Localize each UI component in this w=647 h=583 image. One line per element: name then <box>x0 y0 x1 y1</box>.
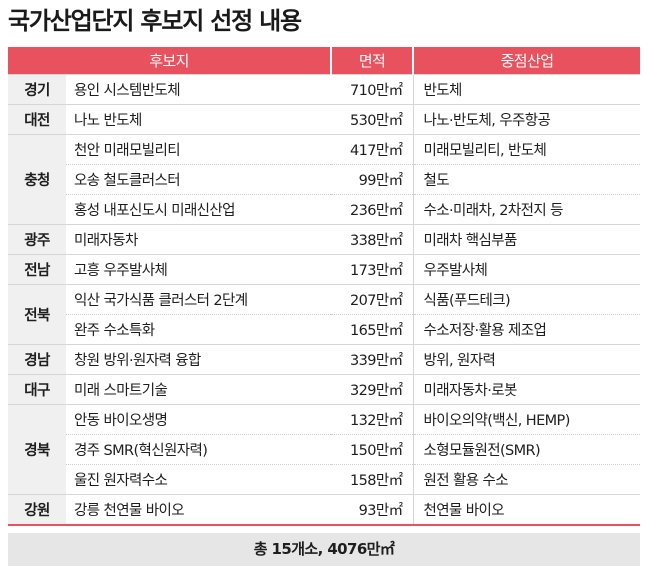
region-cell: 경남 <box>8 344 66 375</box>
site-industry-cell: 미래차 핵심부품 <box>413 224 641 255</box>
table-row: 울진 원자력수소 158만㎡ 원전 활용 수소 <box>8 464 641 495</box>
table-row: 경북 안동 바이오생명 132만㎡ 바이오의약(백신, HEMP) <box>8 404 641 495</box>
region-cell: 대구 <box>8 374 66 405</box>
region-cell: 전남 <box>8 254 66 285</box>
site-area-cell: 329만㎡ <box>331 374 414 405</box>
region-cell: 대전 <box>8 104 66 135</box>
site-area-cell: 99만㎡ <box>331 164 414 195</box>
site-name-cell: 미래자동차 <box>66 224 332 255</box>
table-row: 경주 SMR(혁신원자력) 150만㎡ 소형모듈원전(SMR) <box>8 434 641 465</box>
region-cell: 전북 <box>8 284 66 345</box>
table-row: 완주 수소특화 165만㎡ 수소저장·활용 제조업 <box>8 314 641 345</box>
table-row: 충청 천안 미래모빌리티 417만㎡ 미래모빌리티, 반도체 <box>8 134 641 225</box>
site-name-cell: 강릉 천연물 바이오 <box>66 494 332 526</box>
table-row: 강원 강릉 천연물 바이오 93만㎡ 천연물 바이오 <box>8 494 641 526</box>
site-industry-cell: 미래모빌리티, 반도체 <box>413 134 641 165</box>
site-industry-cell: 원전 활용 수소 <box>413 464 641 495</box>
site-name-cell: 경주 SMR(혁신원자력) <box>66 434 332 465</box>
site-industry-cell: 미래자동차·로봇 <box>413 374 641 405</box>
site-name-cell: 고흥 우주발사체 <box>66 254 332 285</box>
table-row: 전남 고흥 우주발사체 173만㎡ 우주발사체 <box>8 254 641 285</box>
header-candidate: 후보지 <box>8 47 332 75</box>
table-row: 광주 미래자동차 338만㎡ 미래차 핵심부품 <box>8 224 641 255</box>
site-area-cell: 417만㎡ <box>331 134 414 165</box>
site-name-cell: 완주 수소특화 <box>66 314 332 345</box>
site-area-cell: 236만㎡ <box>331 194 414 225</box>
page-title: 국가산업단지 후보지 선정 내용 <box>8 7 302 35</box>
site-area-cell: 530만㎡ <box>331 104 414 135</box>
site-name-cell: 창원 방위·원자력 융합 <box>66 344 332 375</box>
header-industry: 중점산업 <box>412 47 641 75</box>
site-industry-cell: 천연물 바이오 <box>413 494 641 526</box>
table-row: 경남 창원 방위·원자력 융합 339만㎡ 방위, 원자력 <box>8 344 641 375</box>
region-cell: 광주 <box>8 224 66 255</box>
table-row: 대구 미래 스마트기술 329만㎡ 미래자동차·로봇 <box>8 374 641 405</box>
site-area-cell: 132만㎡ <box>331 404 414 435</box>
table-row: 홍성 내포신도시 미래신산업 236만㎡ 수소·미래차, 2차전지 등 <box>8 194 641 225</box>
site-area-cell: 338만㎡ <box>331 224 414 255</box>
site-industry-cell: 방위, 원자력 <box>413 344 641 375</box>
site-area-cell: 173만㎡ <box>331 254 414 285</box>
site-name-cell: 오송 철도클러스터 <box>66 164 332 195</box>
site-area-cell: 207만㎡ <box>331 284 414 315</box>
site-name-cell: 미래 스마트기술 <box>66 374 332 405</box>
site-industry-cell: 수소·미래차, 2차전지 등 <box>413 194 641 225</box>
total-summary: 총 15개소, 4076만㎡ <box>8 533 640 566</box>
table-row: 경기 용인 시스템반도체 710만㎡ 반도체 <box>8 74 641 105</box>
region-cell: 경북 <box>8 404 66 495</box>
site-area-cell: 150만㎡ <box>331 434 414 465</box>
region-cell: 경기 <box>8 74 66 105</box>
site-industry-cell: 우주발사체 <box>413 254 641 285</box>
site-industry-cell: 반도체 <box>413 74 641 105</box>
candidate-sites-table: 후보지 면적 중점산업 경기 용인 시스템반도체 710만㎡ 반도체 대전 나노 반도체 5… <box>8 47 641 526</box>
region-cell: 충청 <box>8 134 66 225</box>
table-row: 오송 철도클러스터 99만㎡ 철도 <box>8 164 641 195</box>
table-header-row: 후보지 면적 중점산업 <box>8 47 641 75</box>
site-area-cell: 339만㎡ <box>331 344 414 375</box>
site-area-cell: 158만㎡ <box>331 464 414 495</box>
site-name-cell: 천안 미래모빌리티 <box>66 134 332 165</box>
site-name-cell: 나노 반도체 <box>66 104 332 135</box>
site-industry-cell: 철도 <box>413 164 641 195</box>
site-name-cell: 용인 시스템반도체 <box>66 74 332 105</box>
table-row: 대전 나노 반도체 530만㎡ 나노·반도체, 우주항공 <box>8 104 641 135</box>
table-row: 전북 익산 국가식품 클러스터 2단계 207만㎡ 식품(푸드테크) <box>8 284 641 345</box>
site-name-cell: 안동 바이오생명 <box>66 404 332 435</box>
site-name-cell: 홍성 내포신도시 미래신산업 <box>66 194 332 225</box>
table-body: 경기 용인 시스템반도체 710만㎡ 반도체 대전 나노 반도체 530만㎡ 나노·반도체, … <box>8 74 641 526</box>
site-industry-cell: 바이오의약(백신, HEMP) <box>413 404 641 435</box>
site-industry-cell: 소형모듈원전(SMR) <box>413 434 641 465</box>
site-area-cell: 93만㎡ <box>331 494 414 526</box>
site-industry-cell: 나노·반도체, 우주항공 <box>413 104 641 135</box>
site-industry-cell: 식품(푸드테크) <box>413 284 641 315</box>
site-area-cell: 710만㎡ <box>331 74 414 105</box>
site-industry-cell: 수소저장·활용 제조업 <box>413 314 641 345</box>
site-area-cell: 165만㎡ <box>331 314 414 345</box>
region-cell: 강원 <box>8 494 66 526</box>
site-name-cell: 익산 국가식품 클러스터 2단계 <box>66 284 332 315</box>
site-name-cell: 울진 원자력수소 <box>66 464 332 495</box>
header-area: 면적 <box>330 47 414 75</box>
